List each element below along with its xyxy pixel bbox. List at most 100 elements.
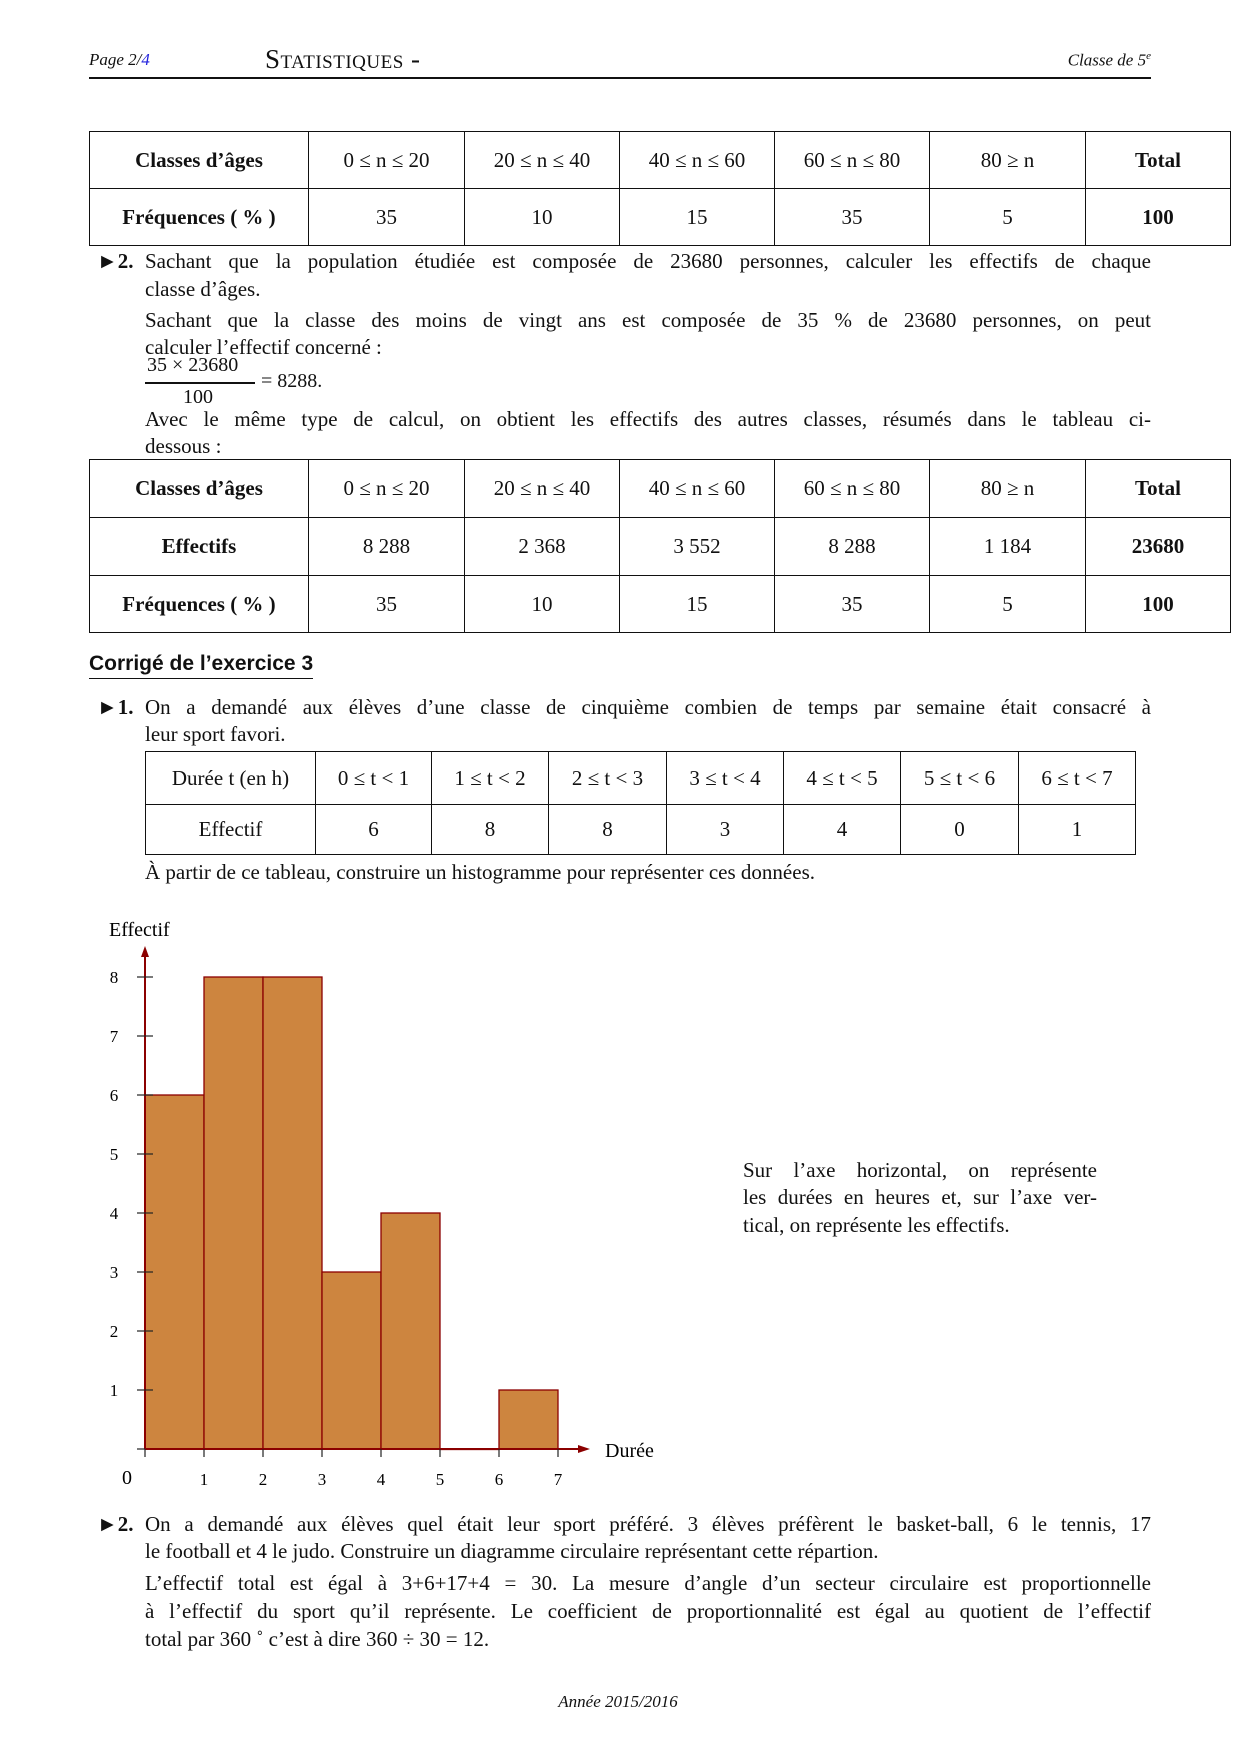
- x-tick-label: 7: [554, 1470, 563, 1489]
- text-line: calculer l’effectif concerné :: [145, 335, 382, 359]
- table-cell: 6: [315, 804, 432, 855]
- table-cell: 4 ≤ t < 5: [783, 751, 901, 805]
- table-cell: 8 288: [308, 517, 465, 576]
- table-cell: 0 ≤ n ≤ 20: [308, 459, 465, 518]
- histogram-bar: [321, 1271, 382, 1450]
- class-sup: e: [1146, 50, 1151, 62]
- y-axis-label: Effectif: [109, 919, 170, 941]
- text-line: leur sport favori.: [145, 722, 286, 746]
- histogram-bar: [380, 1212, 441, 1450]
- text-line: Sachant que la classe des moins de vingt…: [145, 308, 1151, 332]
- table-cell: 10: [464, 188, 620, 246]
- chart-note-line: tical, on représente les effectifs.: [743, 1213, 1010, 1237]
- fraction-result: = 8288.: [261, 370, 323, 392]
- x-axis-arrow: [578, 1445, 590, 1453]
- instruction-text: À partir de ce tableau, construire un hi…: [145, 860, 815, 884]
- x-tick-label: 4: [377, 1470, 386, 1489]
- page-number: Page 2/4: [89, 50, 150, 70]
- fraction-bar: [145, 382, 255, 384]
- class-label: Classe de 5e: [1068, 50, 1151, 71]
- footer-year: Année 2015/2016: [558, 1692, 678, 1711]
- x-tick-label: 1: [200, 1470, 209, 1489]
- effectifs-table: Classes d’âges 0 ≤ n ≤ 20 20 ≤ n ≤ 40 40 ≤ …: [89, 459, 1231, 633]
- question-marker: ►2.: [97, 249, 134, 273]
- table-cell: 5: [929, 188, 1086, 246]
- frequency-table: Classes d’âges 0 ≤ n ≤ 20 20 ≤ n ≤ 40 40 ≤ …: [89, 131, 1231, 246]
- table-cell: 2 368: [464, 517, 620, 576]
- table-row: Fréquences ( % ) 35 10 15 35 5 100: [89, 575, 1231, 633]
- table-cell: 4: [783, 804, 901, 855]
- header-rule: [89, 77, 1151, 79]
- text-line: le football et 4 le judo. Construire un …: [145, 1539, 879, 1563]
- table-cell: 10: [464, 575, 620, 633]
- table-cell: 1: [1018, 804, 1136, 855]
- table-cell: 20 ≤ n ≤ 40: [464, 131, 620, 189]
- y-tick-label: 4: [110, 1204, 119, 1223]
- row-header-cell: Classes d’âges: [89, 459, 309, 518]
- page-label: Page 2/: [89, 50, 142, 69]
- y-tick-label: 1: [110, 1381, 119, 1400]
- text-line: Avec le même type de calcul, on obtient …: [145, 407, 1151, 431]
- row-header-cell: Fréquences ( % ): [89, 188, 309, 246]
- table-cell: 23680: [1085, 517, 1231, 576]
- table-cell: 5 ≤ t < 6: [900, 751, 1019, 805]
- table-cell: 3 ≤ t < 4: [666, 751, 784, 805]
- table-cell: 1 184: [929, 517, 1086, 576]
- table-cell: 100: [1085, 188, 1231, 246]
- table-cell: 15: [619, 188, 775, 246]
- table-row: Effectifs 8 288 2 368 3 552 8 288 1 184 23680: [89, 517, 1231, 576]
- y-tick-label: 6: [110, 1086, 119, 1105]
- table-cell: 80 ≥ n: [929, 459, 1086, 518]
- y-tick-label: 7: [110, 1027, 119, 1046]
- table-row: Fréquences ( % ) 35 10 15 35 5 100: [89, 188, 1231, 246]
- histogram-chart: 1 2 3 4 5 6 7 8 1 2 3 4 5 6 7 Effectif Durée 0: [109, 919, 654, 1489]
- row-header-cell: Effectifs: [89, 517, 309, 576]
- x-tick-label: 5: [436, 1470, 445, 1489]
- table-cell: 40 ≤ n ≤ 60: [619, 131, 775, 189]
- table-cell: Total: [1085, 459, 1231, 518]
- text-line: total par 360 ˚ c’est à dire 360 ÷ 30 = …: [145, 1627, 490, 1651]
- histogram-bar: [203, 976, 264, 1450]
- table-cell: 35: [774, 575, 930, 633]
- page-total-link[interactable]: 4: [141, 50, 150, 69]
- table-cell: 60 ≤ n ≤ 80: [774, 131, 930, 189]
- text-line: classe d’âges.: [145, 277, 261, 301]
- table-cell: 0 ≤ t < 1: [315, 751, 432, 805]
- histogram-bar: [144, 1094, 205, 1450]
- table-cell: 100: [1085, 575, 1231, 633]
- table-cell: 3: [666, 804, 784, 855]
- text-line: Sachant que la population étudiée est co…: [145, 249, 1151, 273]
- table-cell: 3 552: [619, 517, 775, 576]
- text-line: L’effectif total est égal à 3+6+17+4 = 3…: [145, 1571, 1151, 1595]
- x-tick-label: 6: [495, 1470, 504, 1489]
- table-row: Classes d’âges 0 ≤ n ≤ 20 20 ≤ n ≤ 40 40 ≤ …: [89, 131, 1231, 189]
- table-cell: 8: [548, 804, 667, 855]
- table-row: Classes d’âges 0 ≤ n ≤ 20 20 ≤ n ≤ 40 40 ≤ …: [89, 459, 1231, 518]
- table-row: Effectif 6 8 8 3 4 0 1: [145, 804, 1136, 855]
- table-cell: 8 288: [774, 517, 930, 576]
- class-text: Classe de 5: [1067, 50, 1147, 70]
- table-cell: 2 ≤ t < 3: [548, 751, 667, 805]
- table-cell: 15: [619, 575, 775, 633]
- row-header-cell: Durée t (en h): [145, 751, 316, 805]
- x-tick-label: 2: [259, 1470, 268, 1489]
- row-header-cell: Effectif: [145, 804, 316, 855]
- chart-note-line: Sur l’axe horizontal, on représente: [743, 1158, 1097, 1182]
- question-marker: ►2.: [97, 1512, 134, 1536]
- table-cell: 6 ≤ t < 7: [1018, 751, 1136, 805]
- table-cell: 35: [308, 188, 465, 246]
- x-tick-label: 3: [318, 1470, 327, 1489]
- table-cell: 5: [929, 575, 1086, 633]
- table-cell: 35: [308, 575, 465, 633]
- text-line: On a demandé aux élèves d’une classe de …: [145, 695, 1151, 719]
- histogram-bar: [498, 1389, 559, 1450]
- table-cell: 80 ≥ n: [929, 131, 1086, 189]
- histogram-bar: [262, 976, 323, 1450]
- section-title: Corrigé de l’exercice 3: [89, 652, 314, 679]
- table-cell: 60 ≤ n ≤ 80: [774, 459, 930, 518]
- fraction-denominator: 100: [183, 386, 213, 408]
- question-marker: ►1.: [97, 695, 134, 719]
- text-line: à l’effectif du sport qu’il représente. …: [145, 1599, 1151, 1623]
